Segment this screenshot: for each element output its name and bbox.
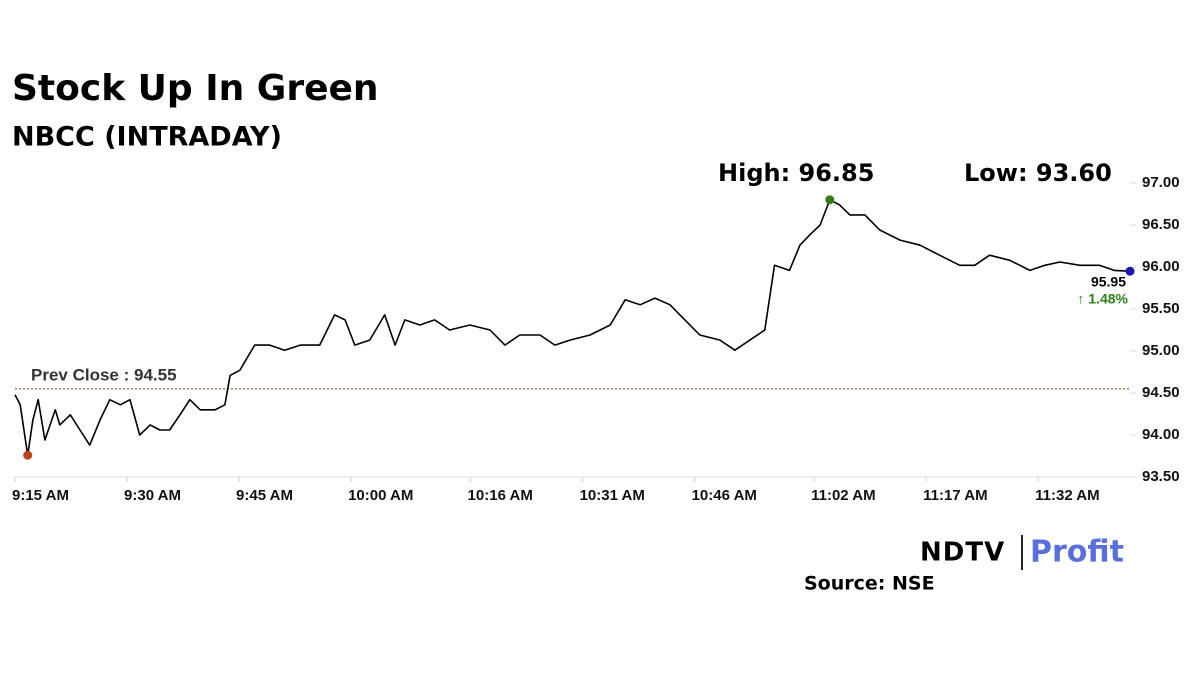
y-tick-label: 94.50: [1142, 384, 1180, 401]
x-tick-label: 9:30 AM: [124, 487, 181, 504]
x-tick-label: 11:17 AM: [923, 487, 987, 504]
y-tick-label: 93.50: [1142, 468, 1180, 485]
change-label: ↑ 1.48%: [1077, 291, 1128, 307]
chart-title: Stock Up In Green: [12, 68, 379, 109]
logo-right: Profit: [1030, 535, 1124, 570]
x-tick-label: 9:15 AM: [12, 487, 69, 504]
x-tick-label: 9:45 AM: [236, 487, 293, 504]
source: Source: NSE: [804, 573, 935, 595]
logo-left: NDTV: [920, 538, 1005, 568]
y-tick-label: 95.50: [1142, 300, 1180, 317]
y-tick-label: 96.50: [1142, 216, 1180, 233]
x-tick-label: 10:31 AM: [580, 487, 645, 504]
x-tick-label: 11:32 AM: [1035, 487, 1099, 504]
last-price-label: 95.95: [1091, 274, 1126, 290]
y-tick-label: 96.00: [1142, 258, 1180, 275]
highlight-dot: [1125, 266, 1135, 276]
high-label: High: 96.85: [718, 159, 874, 187]
price-line: [14, 199, 1131, 456]
x-tick-label: 10:46 AM: [692, 487, 757, 504]
highlight-dot: [23, 450, 33, 460]
reference-label: Prev Close : 94.55: [31, 365, 177, 384]
low-label: Low: 93.60: [964, 159, 1112, 187]
highlight-dot: [825, 195, 835, 205]
x-tick-label: 10:16 AM: [468, 487, 533, 504]
y-tick-label: 97.00: [1142, 174, 1180, 191]
y-tick-label: 94.00: [1142, 426, 1180, 443]
x-tick-label: 10:00 AM: [348, 487, 413, 504]
chart-subtitle: NBCC (INTRADAY): [12, 122, 282, 153]
y-tick-label: 95.00: [1142, 342, 1180, 359]
x-tick-label: 11:02 AM: [811, 487, 875, 504]
